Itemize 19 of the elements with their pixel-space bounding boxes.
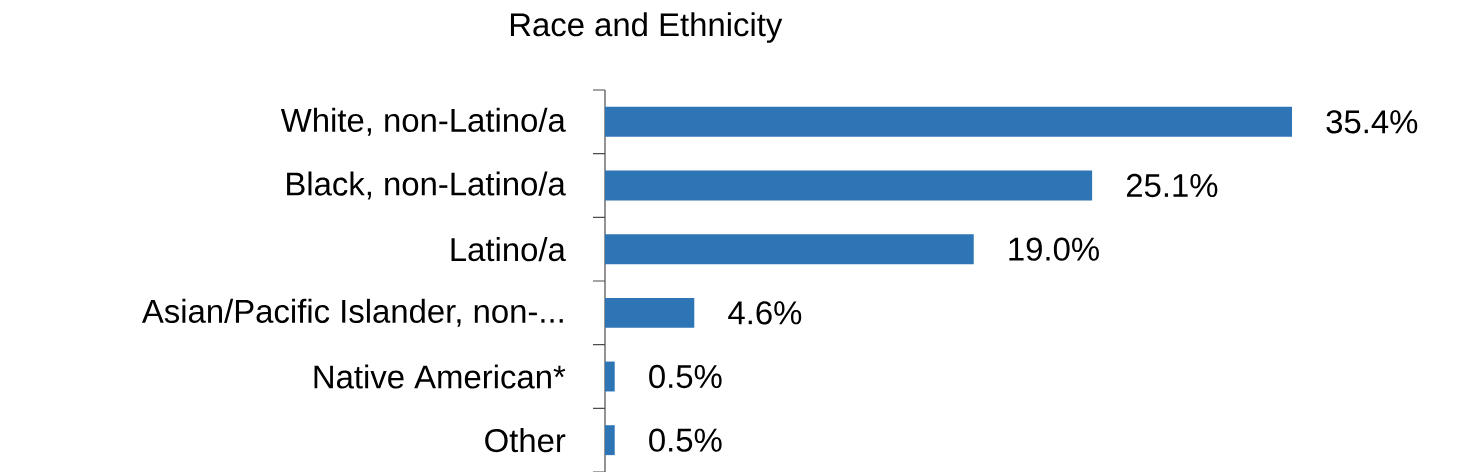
bar — [605, 170, 1093, 201]
bar — [605, 106, 1293, 137]
chart-title: Race and Ethnicity — [510, 12, 783, 43]
data-label: 35.4% — [1326, 110, 1418, 134]
bar — [605, 425, 615, 456]
bar — [605, 234, 974, 265]
data-label: 4.6% — [728, 301, 802, 325]
bar — [605, 297, 695, 328]
data-label: 25.1% — [1126, 173, 1218, 198]
y-tick-label: Other — [485, 428, 566, 453]
data-label: 0.5% — [649, 428, 722, 452]
y-tick-label: White, non-Latino/a — [280, 107, 566, 136]
data-label: 0.5% — [649, 364, 722, 389]
y-tick-label: Asian/Pacific Islander, non-... — [141, 298, 563, 327]
bar — [605, 361, 615, 392]
y-tick-label: Latino/a — [451, 237, 566, 262]
y-tick-label: Black, non-Latino/a — [287, 171, 566, 200]
data-label: 19.0% — [1009, 237, 1099, 261]
y-tick-label: Native American* — [314, 364, 566, 389]
